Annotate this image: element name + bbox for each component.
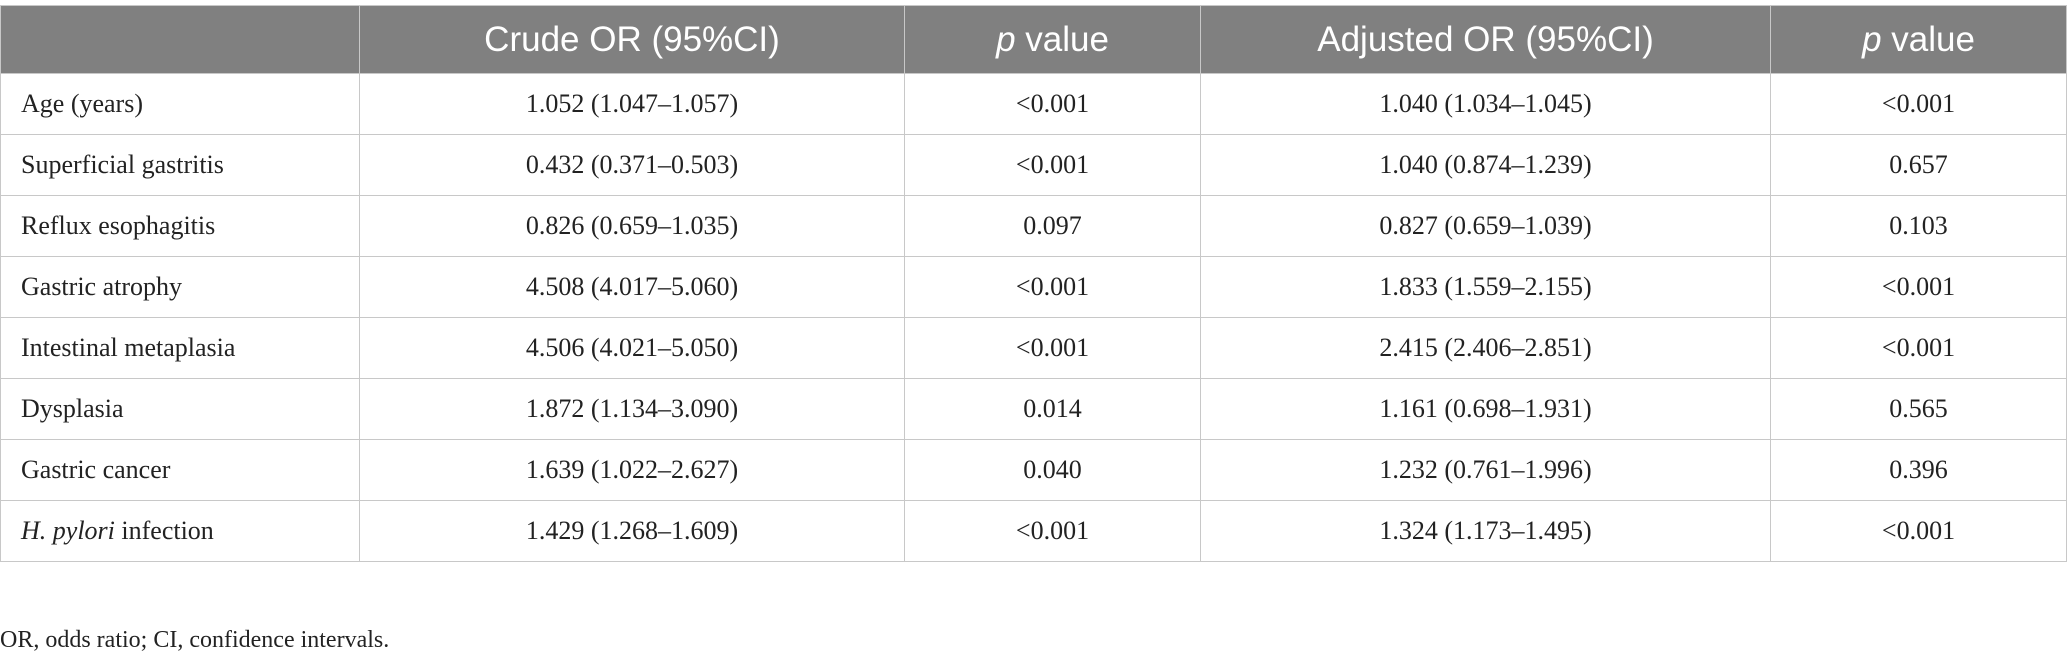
table-body: Age (years) 1.052 (1.047–1.057) <0.001 1.04… <box>0 73 2067 562</box>
row-label: Dysplasia <box>0 378 360 440</box>
text: value <box>1025 19 1109 59</box>
cell: 1.324 (1.173–1.495) <box>1200 500 1771 562</box>
cell: 2.415 (2.406–2.851) <box>1200 317 1771 379</box>
table-row: Reflux esophagitis 0.826 (0.659–1.035) 0.0… <box>0 195 2067 257</box>
cell: 0.014 <box>904 378 1201 440</box>
cell: 0.432 (0.371–0.503) <box>359 134 905 196</box>
cell: <0.001 <box>904 256 1201 318</box>
cell: <0.001 <box>904 317 1201 379</box>
cell: 1.639 (1.022–2.627) <box>359 439 905 501</box>
cell: 0.103 <box>1770 195 2067 257</box>
row-label: Gastric atrophy <box>0 256 360 318</box>
header-cell: Crude OR (95%CI) <box>359 5 905 74</box>
text: value <box>1891 19 1975 59</box>
table-row: Dysplasia 1.872 (1.134–3.090) 0.014 1.161 (… <box>0 378 2067 440</box>
cell: 1.052 (1.047–1.057) <box>359 73 905 135</box>
row-label: Gastric cancer <box>0 439 360 501</box>
text: infection <box>121 516 214 545</box>
odds-ratio-table: Crude OR (95%CI) p value Adjusted OR (95%C… <box>0 5 2067 562</box>
header-cell <box>0 5 360 74</box>
cell: <0.001 <box>904 500 1201 562</box>
cell: 1.833 (1.559–2.155) <box>1200 256 1771 318</box>
cell: 0.826 (0.659–1.035) <box>359 195 905 257</box>
header-cell: p value <box>1770 5 2067 74</box>
cell: 4.508 (4.017–5.060) <box>359 256 905 318</box>
header-row: Crude OR (95%CI) p value Adjusted OR (95%C… <box>0 5 2067 74</box>
italic-text: p <box>996 19 1016 59</box>
cell: 1.429 (1.268–1.609) <box>359 500 905 562</box>
cell: 0.097 <box>904 195 1201 257</box>
cell: <0.001 <box>1770 317 2067 379</box>
row-label: Age (years) <box>0 73 360 135</box>
cell: 0.657 <box>1770 134 2067 196</box>
table-row: Intestinal metaplasia 4.506 (4.021–5.050)… <box>0 317 2067 379</box>
cell: <0.001 <box>1770 500 2067 562</box>
cell: 1.232 (0.761–1.996) <box>1200 439 1771 501</box>
footnote: OR, odds ratio; CI, confidence intervals… <box>0 627 390 653</box>
cell: 1.872 (1.134–3.090) <box>359 378 905 440</box>
cell: 0.040 <box>904 439 1201 501</box>
cell: 0.565 <box>1770 378 2067 440</box>
row-label: Reflux esophagitis <box>0 195 360 257</box>
cell: <0.001 <box>1770 256 2067 318</box>
row-label: Intestinal metaplasia <box>0 317 360 379</box>
table-row: H. pylori infection 1.429 (1.268–1.609) <0… <box>0 500 2067 562</box>
cell: 1.040 (1.034–1.045) <box>1200 73 1771 135</box>
cell: 1.161 (0.698–1.931) <box>1200 378 1771 440</box>
table-row: Superficial gastritis 0.432 (0.371–0.503)… <box>0 134 2067 196</box>
cell: <0.001 <box>1770 73 2067 135</box>
italic-text: H. pylori <box>21 516 115 545</box>
table-row: Gastric cancer 1.639 (1.022–2.627) 0.040 1.… <box>0 439 2067 501</box>
header-cell: Adjusted OR (95%CI) <box>1200 5 1771 74</box>
cell: 4.506 (4.021–5.050) <box>359 317 905 379</box>
italic-text: p <box>1862 19 1882 59</box>
cell: 0.396 <box>1770 439 2067 501</box>
cell: <0.001 <box>904 73 1201 135</box>
header-cell: p value <box>904 5 1201 74</box>
row-label: Superficial gastritis <box>0 134 360 196</box>
cell: 0.827 (0.659–1.039) <box>1200 195 1771 257</box>
table-row: Age (years) 1.052 (1.047–1.057) <0.001 1.04… <box>0 73 2067 135</box>
cell: 1.040 (0.874–1.239) <box>1200 134 1771 196</box>
row-label: H. pylori infection <box>0 500 360 562</box>
cell: <0.001 <box>904 134 1201 196</box>
table-row: Gastric atrophy 4.508 (4.017–5.060) <0.001… <box>0 256 2067 318</box>
